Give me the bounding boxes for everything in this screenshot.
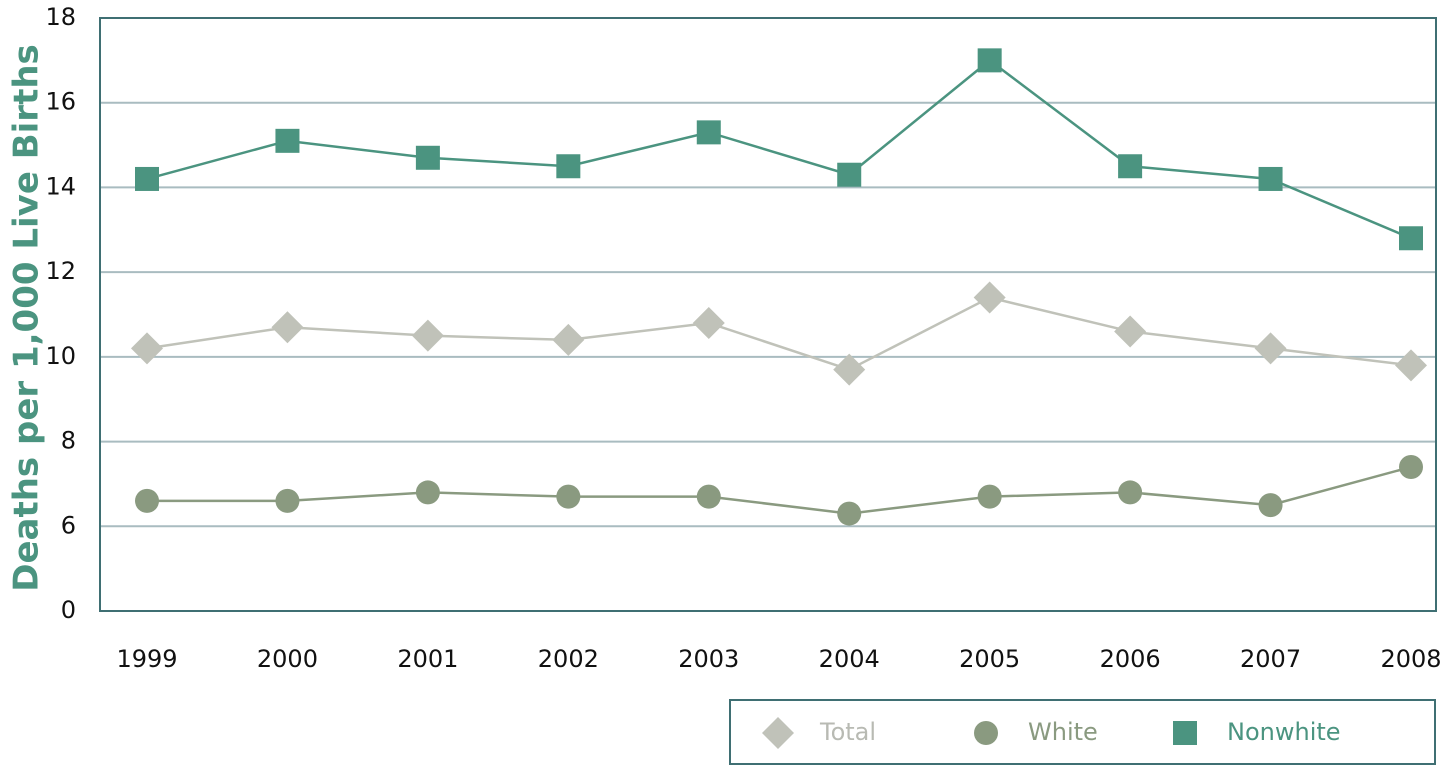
data-point [1399, 454, 1423, 479]
series-line [147, 465, 1412, 515]
legend-marker [1173, 721, 1197, 745]
data-point [135, 166, 159, 191]
x-tick-label: 1999 [116, 645, 177, 673]
data-point [977, 484, 1002, 509]
data-point [696, 120, 721, 145]
x-tick-label: 2007 [1240, 645, 1301, 673]
x-tick-label: 2006 [1100, 645, 1161, 673]
data-point [977, 48, 1002, 73]
data-point [556, 154, 581, 179]
data-point [1118, 480, 1143, 505]
data-point [833, 353, 866, 386]
data-point [837, 501, 862, 526]
x-tick-label: 2005 [959, 645, 1020, 673]
data-point [135, 488, 159, 513]
x-tick-label: 2000 [257, 645, 318, 673]
x-tick-label: 2003 [678, 645, 739, 673]
data-point [415, 480, 440, 505]
y-tick-label: 0 [61, 596, 76, 624]
x-tick-label: 2004 [819, 645, 880, 673]
y-tick-label: 14 [45, 172, 76, 200]
y-tick-label: 12 [45, 257, 76, 285]
data-point [1254, 332, 1287, 365]
y-tick-label: 16 [45, 88, 76, 116]
data-point [1395, 349, 1427, 382]
legend-label: Total [819, 718, 876, 746]
data-point [271, 311, 304, 344]
plot-frame [99, 17, 1437, 612]
series-line [146, 296, 1412, 371]
y-tick-label: 10 [45, 342, 76, 370]
legend-marker [974, 721, 998, 745]
data-point [275, 128, 300, 153]
data-point [1399, 226, 1423, 251]
y-tick-label: 6 [61, 511, 76, 539]
data-point [1258, 493, 1283, 518]
data-point [415, 145, 440, 170]
data-point [556, 484, 581, 509]
data-point [1258, 166, 1283, 191]
y-tick-label: 18 [45, 3, 76, 31]
y-tick-label: 8 [61, 427, 76, 455]
data-point [692, 306, 725, 339]
x-tick-label: 2001 [397, 645, 458, 673]
data-point [696, 484, 721, 509]
legend-box [729, 699, 1436, 765]
legend-marker [762, 717, 794, 749]
series-line [146, 58, 1412, 240]
data-point [552, 323, 585, 356]
legend-label: Nonwhite [1227, 718, 1341, 746]
x-tick-label: 2002 [538, 645, 599, 673]
data-point [973, 281, 1006, 314]
data-point [275, 488, 300, 513]
legend-label: White [1028, 718, 1098, 746]
data-point [1118, 154, 1143, 179]
data-point [411, 319, 444, 352]
x-tick-label: 2008 [1380, 645, 1441, 673]
data-point [837, 162, 862, 187]
data-point [131, 332, 163, 365]
data-point [1114, 315, 1147, 348]
y-axis-label: Deaths per 1,000 Live Births [7, 44, 47, 592]
